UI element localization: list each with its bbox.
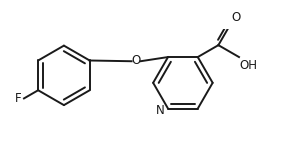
Text: F: F (15, 92, 22, 105)
Text: N: N (156, 103, 165, 117)
Text: OH: OH (240, 58, 258, 72)
Text: O: O (232, 11, 241, 24)
Text: O: O (131, 54, 141, 67)
